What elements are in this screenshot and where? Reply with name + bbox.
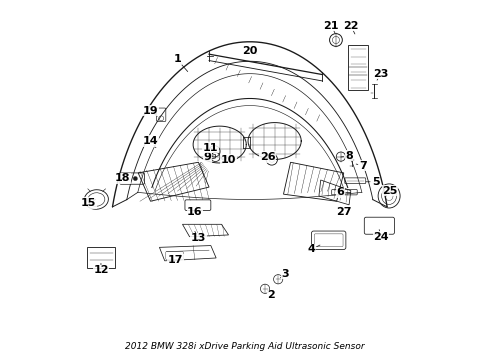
- Text: 1: 1: [173, 54, 181, 64]
- Text: 9: 9: [203, 152, 211, 162]
- Text: 7: 7: [359, 161, 366, 171]
- Text: 18: 18: [114, 173, 130, 183]
- Text: 22: 22: [343, 21, 358, 31]
- Text: 10: 10: [221, 155, 236, 165]
- Text: 2012 BMW 328i xDrive Parking Aid Ultrasonic Sensor: 2012 BMW 328i xDrive Parking Aid Ultraso…: [124, 342, 364, 351]
- Text: 25: 25: [381, 186, 397, 195]
- Text: 24: 24: [372, 232, 388, 242]
- Text: 19: 19: [142, 106, 158, 116]
- Text: 16: 16: [187, 207, 202, 217]
- Text: 23: 23: [372, 69, 388, 79]
- Circle shape: [133, 176, 137, 181]
- Text: 14: 14: [142, 136, 158, 146]
- Text: 3: 3: [281, 269, 288, 279]
- Text: 11: 11: [203, 143, 218, 153]
- Text: 26: 26: [259, 152, 275, 162]
- Text: 21: 21: [323, 21, 338, 31]
- Text: 27: 27: [335, 207, 351, 217]
- Text: 5: 5: [371, 177, 379, 187]
- Text: 15: 15: [81, 198, 96, 208]
- Text: 2: 2: [266, 290, 274, 300]
- Text: 12: 12: [93, 265, 108, 275]
- Text: 13: 13: [190, 234, 205, 243]
- Text: 17: 17: [167, 255, 183, 265]
- Text: 4: 4: [307, 244, 315, 254]
- Text: 8: 8: [345, 151, 352, 161]
- Text: 20: 20: [242, 46, 257, 56]
- Text: 6: 6: [336, 188, 344, 197]
